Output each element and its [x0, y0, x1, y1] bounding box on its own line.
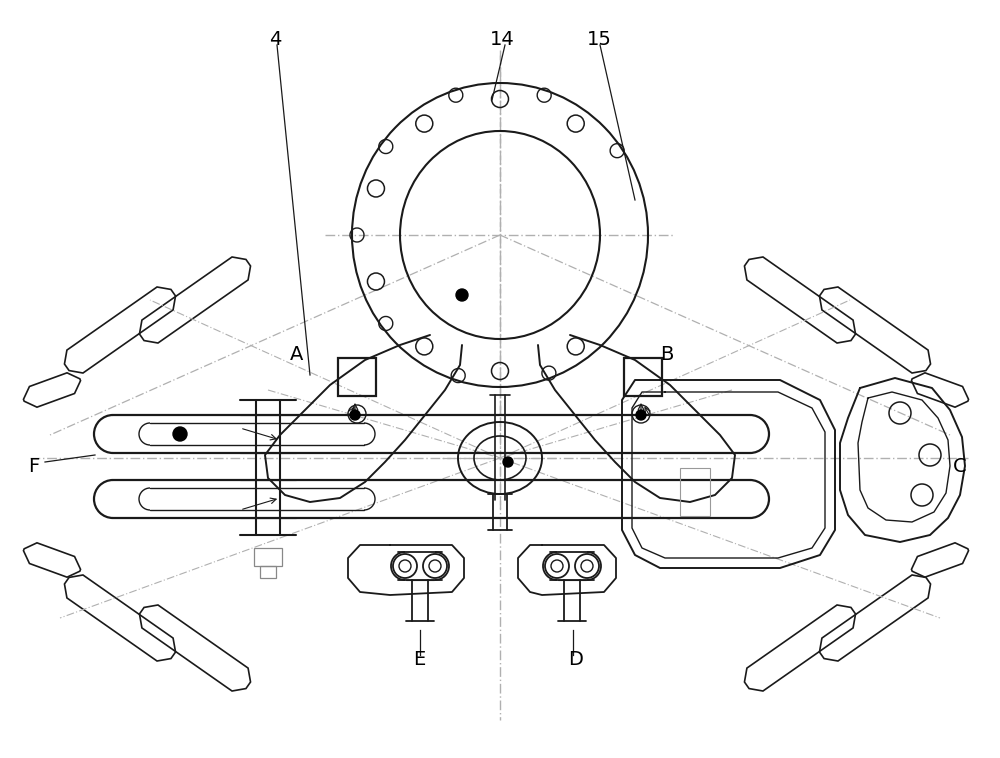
Text: F: F	[28, 457, 39, 476]
Text: 4: 4	[269, 30, 281, 49]
Bar	[260, 566, 276, 578]
Bar	[680, 468, 710, 516]
Text: 15: 15	[587, 30, 612, 49]
Bar	[624, 358, 662, 396]
Text: D: D	[568, 650, 583, 669]
Text: C: C	[953, 457, 967, 476]
Bar	[254, 548, 282, 566]
Text: E: E	[413, 650, 425, 669]
Circle shape	[456, 289, 468, 301]
Circle shape	[350, 410, 360, 420]
Circle shape	[503, 457, 513, 467]
Text: B: B	[660, 345, 673, 364]
Bar	[338, 358, 376, 396]
Text: 14: 14	[490, 30, 515, 49]
Circle shape	[636, 410, 646, 420]
Circle shape	[173, 427, 187, 441]
Text: A: A	[290, 345, 303, 364]
